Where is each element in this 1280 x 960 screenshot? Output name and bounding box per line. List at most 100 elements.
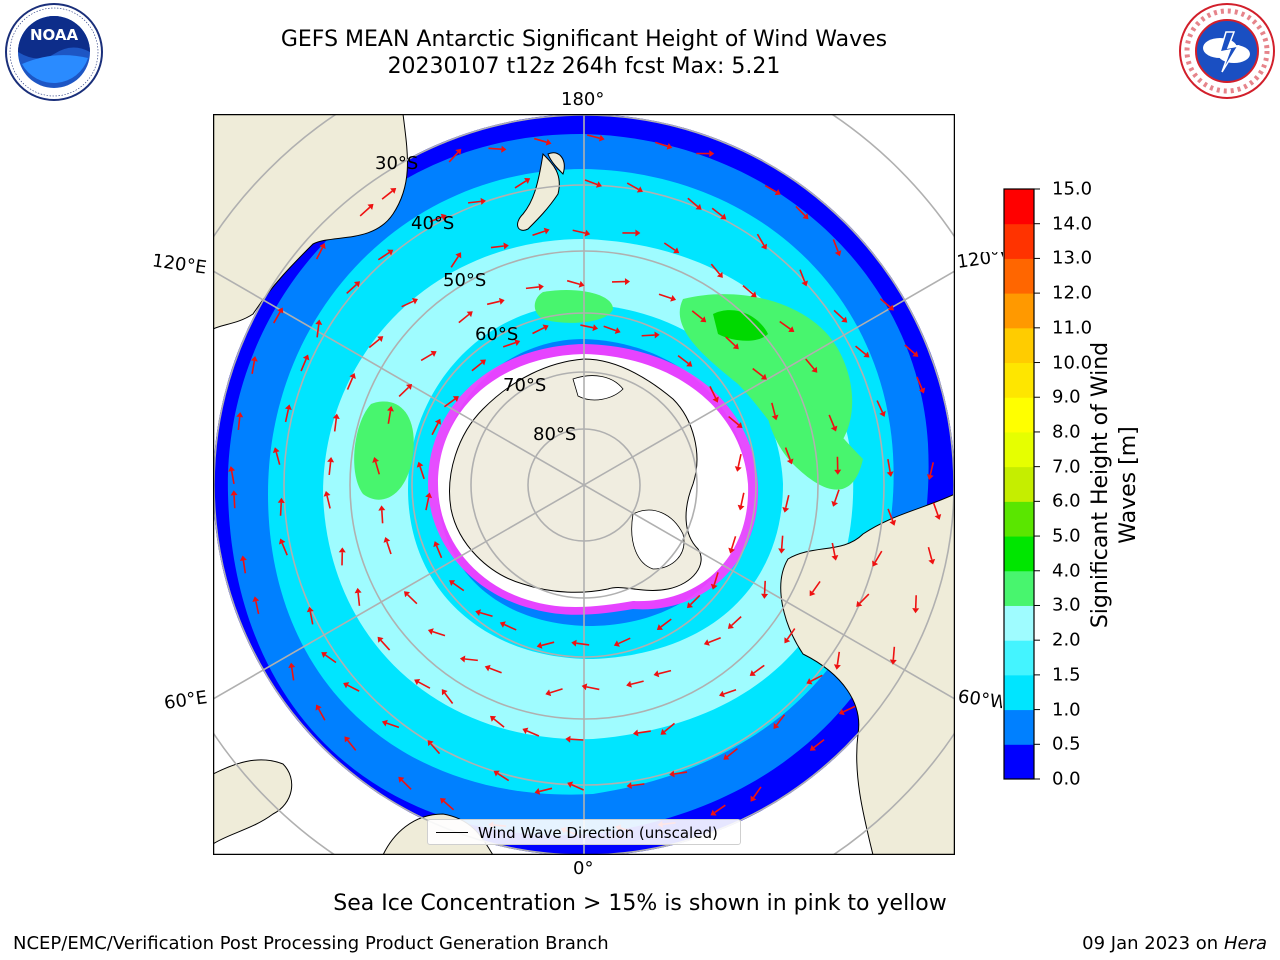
wave-arrow-shaft bbox=[290, 667, 295, 681]
wave-arrow-shaft bbox=[641, 334, 655, 337]
wave-arrow-shaft bbox=[756, 233, 765, 246]
wave-arrow-head bbox=[327, 457, 335, 463]
wave-arrow-shaft bbox=[448, 151, 459, 163]
wave-arrow-shaft bbox=[539, 787, 553, 793]
wave-arrow-head bbox=[887, 304, 894, 311]
wave-arrow-shaft bbox=[586, 686, 600, 691]
wave-arrow-head bbox=[538, 283, 544, 291]
wave-arrow-head bbox=[493, 770, 500, 777]
wave-arrow-shaft bbox=[887, 508, 894, 522]
wave-arrow-shaft bbox=[710, 263, 721, 275]
wave-arrow-head bbox=[344, 736, 351, 743]
lon-label-0: 0° bbox=[573, 858, 594, 879]
wave-arrow-shaft bbox=[709, 386, 717, 399]
wave-arrow-shaft bbox=[333, 418, 338, 432]
wave-arrow-shaft bbox=[916, 376, 923, 390]
wave-arrow-head bbox=[863, 351, 870, 358]
wave-arrow-shaft bbox=[571, 783, 584, 791]
colorbar-tick-label: 2.0 bbox=[1052, 629, 1081, 651]
wave-arrow-shaft bbox=[932, 502, 939, 516]
colorbar-band bbox=[1004, 536, 1034, 572]
wave-arrow-head bbox=[490, 715, 497, 722]
wave-arrow-shaft bbox=[497, 772, 510, 782]
wave-arrow-head bbox=[879, 410, 886, 417]
wave-arrow-shaft bbox=[723, 688, 737, 695]
wave-arrow-shaft bbox=[281, 542, 288, 556]
noaa-logo-text: NOAA bbox=[30, 26, 79, 44]
wave-arrow-head bbox=[514, 339, 521, 346]
colorbar-tick-label: 6.0 bbox=[1052, 490, 1081, 512]
wave-arrow-head bbox=[321, 652, 328, 658]
wave-arrow-shaft bbox=[752, 367, 764, 378]
colorbar-band bbox=[1004, 501, 1034, 537]
wave-arrow-shaft bbox=[580, 324, 594, 329]
colorbar-band bbox=[1004, 189, 1034, 225]
wave-arrow-shaft bbox=[386, 722, 400, 729]
lat-label-50s: 50°S bbox=[443, 270, 486, 291]
colorbar-band bbox=[1004, 466, 1034, 502]
wave-arrow-shaft bbox=[677, 354, 689, 365]
wave-arrow-shaft bbox=[315, 247, 324, 260]
wave-arrow-head bbox=[831, 500, 839, 507]
lat-label-70s: 70°S bbox=[503, 375, 546, 396]
wave-arrow-head bbox=[377, 336, 384, 343]
wave-arrow-shaft bbox=[419, 466, 425, 480]
wave-arrow-head bbox=[354, 587, 362, 594]
wave-arrow-head bbox=[784, 637, 791, 644]
wave-arrow-head bbox=[670, 295, 677, 302]
wave-arrow-head bbox=[480, 197, 486, 205]
wave-arrow-shaft bbox=[726, 747, 738, 758]
colorbar-band bbox=[1004, 744, 1034, 780]
colorbar-tick-label: 3.0 bbox=[1052, 594, 1081, 616]
wave-arrow-head bbox=[416, 461, 424, 468]
wave-arrow-shaft bbox=[879, 298, 891, 308]
wave-arrow-head bbox=[624, 278, 631, 286]
wave-arrow-shaft bbox=[326, 495, 331, 509]
wave-arrow-shaft bbox=[429, 216, 443, 223]
lon-label-120w: 120°W bbox=[957, 252, 1003, 273]
wave-arrow-head bbox=[343, 682, 350, 689]
wave-arrow-head bbox=[378, 505, 386, 511]
wave-arrow-head bbox=[856, 600, 863, 607]
latitude-labels: 30°S 40°S 50°S 60°S 70°S 80°S bbox=[375, 153, 576, 445]
map-legend: Wind Wave Direction (unscaled) bbox=[427, 819, 741, 845]
colorbar-tick-label: 11.0 bbox=[1052, 317, 1093, 339]
wave-arrow-shaft bbox=[660, 618, 672, 628]
colorbar-band bbox=[1004, 431, 1034, 468]
wave-arrow-shaft bbox=[631, 783, 645, 787]
wave-arrow-shaft bbox=[752, 786, 762, 799]
wave-arrow-head bbox=[653, 670, 660, 678]
colorbar-band bbox=[1004, 397, 1034, 433]
wave-arrow-shaft bbox=[398, 386, 410, 398]
land-masses bbox=[213, 114, 955, 855]
wave-arrow-head bbox=[656, 624, 663, 630]
wave-arrow-shaft bbox=[618, 637, 631, 645]
wave-arrow-shaft bbox=[725, 336, 736, 347]
wave-arrow-head bbox=[584, 229, 591, 237]
wave-arrow-shaft bbox=[420, 353, 433, 362]
map-title: GEFS MEAN Antarctic Significant Height o… bbox=[280, 27, 888, 52]
wave-arrow-shaft bbox=[763, 580, 766, 594]
wave-arrow-shaft bbox=[230, 470, 235, 484]
wave-arrow-head bbox=[239, 555, 247, 561]
wave-arrow-head bbox=[455, 252, 462, 259]
wave-arrow-head bbox=[889, 659, 897, 665]
wave-arrow-head bbox=[654, 331, 660, 339]
wave-arrow-head bbox=[306, 606, 314, 613]
wave-arrow-head bbox=[788, 326, 795, 332]
wave-arrow-shaft bbox=[708, 637, 721, 644]
wave-arrow-shaft bbox=[488, 147, 502, 151]
wave-arrow-head bbox=[596, 181, 602, 188]
wave-arrow-shaft bbox=[471, 362, 483, 372]
wave-arrow-shaft bbox=[525, 286, 539, 290]
wave-arrow-shaft bbox=[533, 137, 547, 143]
wave-arrow-head bbox=[323, 490, 331, 497]
wave-arrow-shaft bbox=[887, 458, 891, 473]
wave-arrow-head bbox=[736, 422, 743, 429]
lon-label-60w-clip: 60°W bbox=[958, 686, 1002, 716]
wave-arrow-shaft bbox=[780, 535, 784, 549]
lon-label-120w-clip: 120°W bbox=[957, 252, 1003, 282]
wave-arrow-shaft bbox=[346, 284, 357, 294]
wave-arrow-head bbox=[760, 243, 767, 250]
wave-arrow-shaft bbox=[730, 536, 737, 549]
